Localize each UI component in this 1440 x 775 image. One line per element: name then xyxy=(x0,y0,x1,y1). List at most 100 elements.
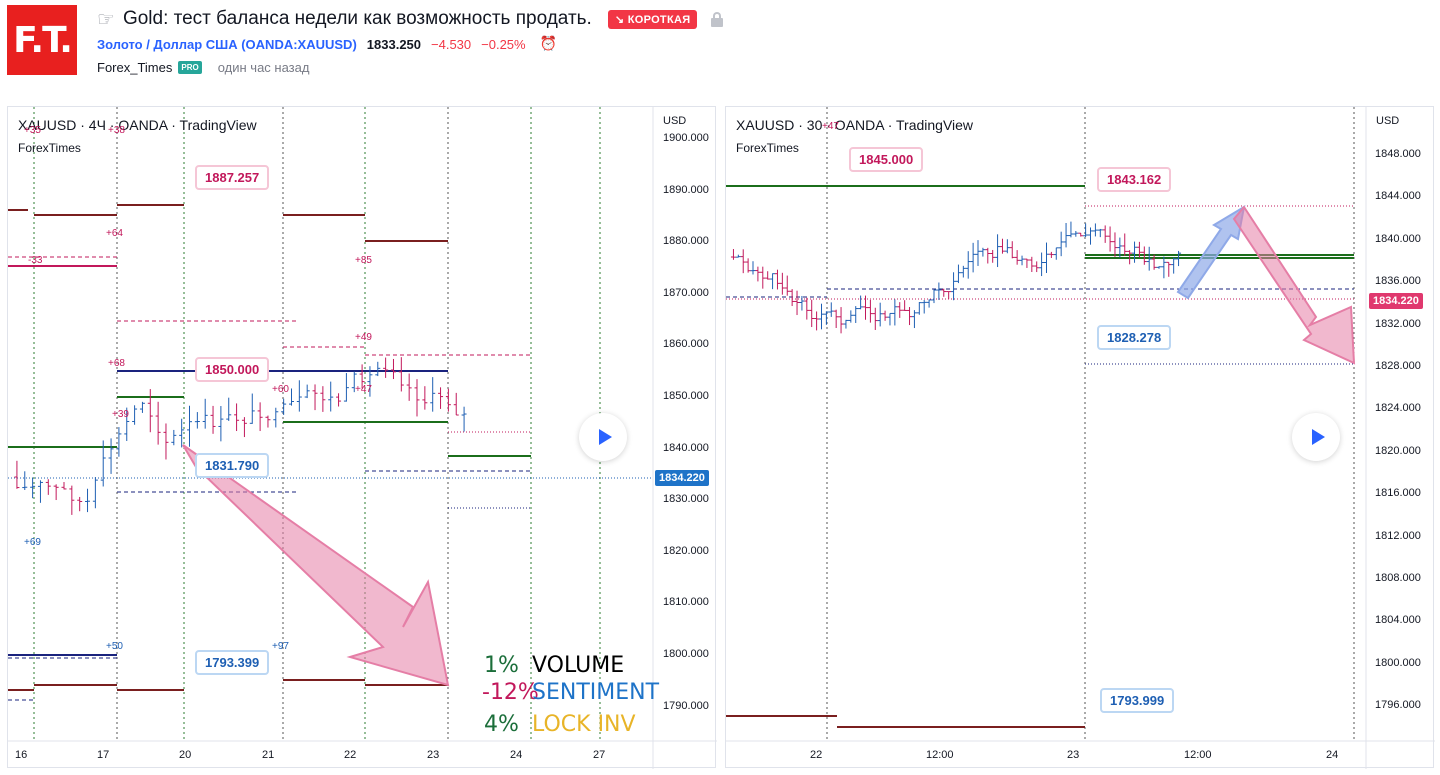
time-tick: 22 xyxy=(810,749,823,761)
pro-badge: PRO xyxy=(178,61,202,74)
lock-icon xyxy=(711,12,724,27)
symbol-row: Золото / Доллар США (OANDA:XAUUSD) 1833.… xyxy=(97,36,557,52)
time-tick: 24 xyxy=(1326,749,1339,761)
price-tick: 1832.000 xyxy=(1375,317,1421,330)
time-tick: 23 xyxy=(1067,749,1080,761)
callout-current[interactable]: 1831.790 xyxy=(195,453,270,478)
price-tick: 1840.000 xyxy=(1375,232,1421,245)
symbol-change: −4.530 xyxy=(431,36,472,52)
price-tick: 1830.000 xyxy=(663,493,709,506)
current-price-tag: 1834.220 xyxy=(655,470,709,486)
session-lines xyxy=(33,107,601,741)
price-tick: 1810.000 xyxy=(663,596,709,609)
price-tick: 1900.000 xyxy=(663,132,709,144)
alarm-clock-icon[interactable]: ⏰ xyxy=(539,36,558,52)
dashed-levels xyxy=(726,205,1354,365)
hand-pointing-icon: ☞ xyxy=(97,7,115,31)
level-label: -33 xyxy=(28,255,43,266)
chart-panel-4h[interactable]: XAUUSD · 4Ч · OANDA · TradingView ForexT… xyxy=(7,106,717,769)
candles-30m xyxy=(730,221,1182,334)
level-label: +68 xyxy=(108,358,125,369)
price-tick: 1860.000 xyxy=(663,338,709,351)
stat-sentiment-value: -12% xyxy=(482,680,539,705)
price-tick: 1840.000 xyxy=(663,441,709,454)
chart-legend[interactable]: XAUUSD · 30 · OANDA · TradingView xyxy=(736,117,974,133)
price-tick: 1850.000 xyxy=(663,390,709,402)
level-label: +60 xyxy=(272,384,289,395)
price-tick: 1836.000 xyxy=(1375,275,1421,288)
time-tick: 21 xyxy=(262,749,275,761)
author-row: Forex_Times PRO один час назад xyxy=(97,60,309,75)
price-tick: 1848.000 xyxy=(1375,148,1421,160)
currency-label: USD xyxy=(663,115,687,127)
chart-4h-canvas xyxy=(8,107,717,769)
price-tick: 1820.000 xyxy=(1375,444,1421,457)
chart-panel-30m[interactable]: XAUUSD · 30 · OANDA · TradingView ForexT… xyxy=(725,106,1435,769)
bearish-arrow xyxy=(182,444,450,687)
idea-title: Gold: тест баланса недели как возможност… xyxy=(122,8,592,29)
play-button[interactable] xyxy=(1292,413,1340,461)
level-label: +50 xyxy=(106,641,123,652)
chart-legend[interactable]: XAUUSD · 4Ч · OANDA · TradingView xyxy=(18,117,257,133)
callout-resistance-top[interactable]: 1887.257 xyxy=(195,165,270,190)
symbol-link[interactable]: Золото / Доллар США (OANDA:XAUUSD) xyxy=(97,36,357,52)
level-label: +35 xyxy=(24,125,41,136)
dotted-levels xyxy=(448,431,531,509)
callout-support[interactable]: 1793.999 xyxy=(1100,688,1175,713)
bearish-arrow xyxy=(1232,205,1356,365)
stat-lockinv-value: 4% xyxy=(484,712,519,737)
price-tick: 1812.000 xyxy=(1375,529,1421,542)
play-icon xyxy=(598,429,612,445)
play-button[interactable] xyxy=(579,413,627,461)
level-label: +49 xyxy=(355,332,372,343)
idea-header: F.T. ☞ Gold: тест баланса недели как воз… xyxy=(0,0,1440,96)
level-label: +97 xyxy=(272,641,289,652)
play-icon xyxy=(1311,429,1325,445)
level-label: +47 xyxy=(355,384,372,395)
time-tick: 17 xyxy=(97,749,110,761)
level-label: +39 xyxy=(112,409,129,420)
callout-target-low[interactable]: 1828.278 xyxy=(1097,325,1172,350)
symbol-change-pct: −0.25% xyxy=(481,36,526,52)
level-label: +64 xyxy=(106,228,123,239)
currency-label: USD xyxy=(1376,115,1400,127)
dashed-levels xyxy=(8,256,531,701)
title-row: ☞ Gold: тест баланса недели как возможно… xyxy=(97,7,724,31)
level-label: +47 xyxy=(822,121,839,132)
price-tick: 1800.000 xyxy=(663,648,709,660)
author-logo[interactable]: F.T. xyxy=(7,5,77,75)
level-label: +38 xyxy=(108,125,125,136)
time-tick: 23 xyxy=(427,749,440,761)
stat-lockinv-label: LOCK INV xyxy=(532,712,636,737)
time-tick: 27 xyxy=(593,749,606,761)
price-tick: 1808.000 xyxy=(1375,572,1421,584)
callout-target-high[interactable]: 1843.162 xyxy=(1097,167,1172,192)
callout-support[interactable]: 1793.399 xyxy=(195,650,270,675)
time-tick: 22 xyxy=(344,749,357,761)
stat-volume-label: VOLUME xyxy=(532,653,625,678)
callout-high[interactable]: 1845.000 xyxy=(849,147,924,172)
current-price-tag: 1834.220 xyxy=(1369,293,1423,309)
session-lines xyxy=(826,107,1355,741)
price-tick: 1828.000 xyxy=(1375,360,1421,372)
time-tick: 12:00 xyxy=(926,749,954,761)
author-name[interactable]: Forex_Times xyxy=(97,60,173,75)
stat-sentiment-label: SENTIMENT xyxy=(532,680,660,705)
price-tick: 1796.000 xyxy=(1375,699,1421,712)
callout-resistance-mid[interactable]: 1850.000 xyxy=(195,357,270,382)
price-tick: 1820.000 xyxy=(663,544,709,557)
price-tick: 1844.000 xyxy=(1375,190,1421,203)
levels xyxy=(8,204,531,691)
symbol-price: 1833.250 xyxy=(366,36,422,52)
levels xyxy=(726,185,1354,728)
price-tick: 1880.000 xyxy=(663,235,709,248)
short-badge: ↘ КОРОТКАЯ xyxy=(607,9,698,29)
price-tick: 1824.000 xyxy=(1375,402,1421,415)
time-tick: 24 xyxy=(510,749,523,761)
chart-sublegend: ForexTimes xyxy=(18,141,81,155)
price-tick: 1890.000 xyxy=(663,183,709,196)
time-tick: 20 xyxy=(179,749,192,761)
stat-volume-value: 1% xyxy=(484,653,519,678)
chart-sublegend: ForexTimes xyxy=(736,141,799,155)
price-tick: 1800.000 xyxy=(1375,656,1421,669)
